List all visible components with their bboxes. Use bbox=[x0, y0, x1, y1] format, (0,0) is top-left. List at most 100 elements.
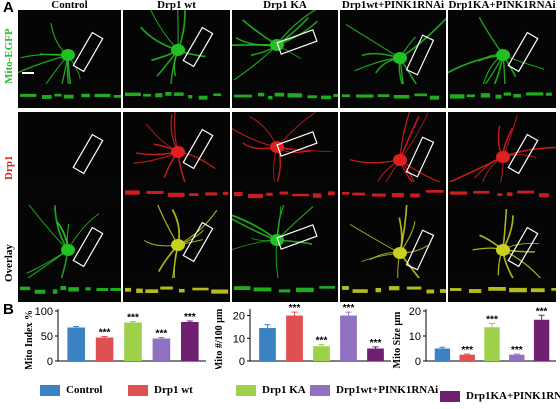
legend-swatch bbox=[236, 384, 256, 396]
significance-label: *** bbox=[316, 336, 328, 347]
dendrite-strip bbox=[123, 84, 230, 108]
micrograph-cell bbox=[123, 112, 230, 182]
y-tick-label: 0 bbox=[239, 356, 245, 368]
error-bar bbox=[439, 346, 446, 349]
legend-label: Drp1 wt bbox=[154, 384, 193, 396]
error-bar bbox=[130, 321, 136, 323]
micrograph-cell bbox=[340, 10, 446, 84]
bar bbox=[434, 348, 451, 361]
micrograph-cell bbox=[123, 205, 230, 278]
legend-label: Drp1KA+PINK1RNAi bbox=[466, 390, 560, 402]
error-bar bbox=[158, 337, 165, 339]
micrograph-cell bbox=[232, 112, 338, 182]
significance-label: *** bbox=[289, 303, 301, 314]
legend-swatch bbox=[40, 384, 60, 396]
dendrite-strip bbox=[448, 182, 556, 206]
legend-entry: Drp1wt+PINK1RNAi bbox=[310, 384, 438, 396]
micrograph-cell bbox=[123, 10, 230, 84]
bar bbox=[459, 354, 475, 361]
error-bar bbox=[513, 353, 520, 355]
dendrite-strip bbox=[340, 182, 446, 206]
dendrite-strip bbox=[18, 84, 121, 108]
error-bar bbox=[538, 314, 545, 320]
significance-label: *** bbox=[184, 312, 196, 323]
bar bbox=[259, 328, 276, 361]
error-bar bbox=[101, 336, 108, 338]
micrograph-cell bbox=[18, 10, 121, 84]
y-axis-label: Mito Size μm bbox=[392, 311, 403, 368]
y-tick-label: 100 bbox=[35, 306, 53, 318]
bar bbox=[533, 319, 550, 361]
bar-chart: Mito Size μm 0 10 20 *** *** *** *** bbox=[392, 306, 556, 368]
significance-label: *** bbox=[486, 315, 498, 326]
error-bar bbox=[372, 346, 379, 349]
bar bbox=[340, 315, 357, 361]
y-axis-label: Mito #/100 μm bbox=[214, 308, 225, 369]
column-header: Drp1 KA bbox=[263, 0, 307, 11]
column-header: Drp1 wt bbox=[157, 0, 196, 11]
micrograph-cell bbox=[232, 205, 338, 278]
column-header: Control bbox=[51, 0, 88, 11]
y-tick-label: 0 bbox=[415, 356, 421, 368]
column-header: Drp1KA+PINK1RNAi bbox=[448, 0, 556, 11]
significance-label: *** bbox=[461, 345, 473, 356]
legend-entry: Drp1KA+PINK1RNAi bbox=[440, 390, 560, 402]
scale-bar bbox=[22, 72, 34, 74]
significance-label: *** bbox=[156, 329, 168, 340]
legend-label: Drp1 KA bbox=[262, 384, 306, 396]
dendrite-strip bbox=[18, 182, 121, 206]
panel-b-label: B bbox=[3, 301, 14, 318]
micrograph-cell bbox=[448, 205, 556, 278]
bar bbox=[95, 337, 114, 361]
error-bar bbox=[264, 324, 271, 329]
bar bbox=[152, 338, 171, 361]
micrograph-cell bbox=[18, 112, 121, 182]
panel-a-label: A bbox=[3, 0, 14, 16]
micrograph-cell bbox=[448, 112, 556, 182]
significance-label: *** bbox=[127, 313, 139, 324]
bar bbox=[124, 322, 142, 361]
dendrite-strip bbox=[232, 84, 338, 108]
error-bar bbox=[186, 320, 193, 322]
bar bbox=[67, 327, 86, 361]
bar-chart: Mito #/100 μm 0 10 20 *** *** *** *** bbox=[214, 303, 391, 369]
bar bbox=[180, 322, 199, 361]
error-bar bbox=[345, 311, 352, 316]
y-tick-label: 0 bbox=[47, 356, 53, 368]
y-tick-label: 20 bbox=[233, 311, 245, 323]
legend-label: Drp1wt+PINK1RNAi bbox=[336, 384, 439, 396]
dendrite-strip bbox=[232, 278, 338, 302]
dendrite-strip bbox=[232, 182, 338, 206]
row-label: Overlay bbox=[3, 244, 15, 282]
error-bar bbox=[489, 323, 495, 328]
significance-label: *** bbox=[370, 338, 382, 349]
dendrite-strip bbox=[340, 278, 446, 302]
micrograph-cell bbox=[232, 10, 338, 84]
legend-entry: Drp1 KA bbox=[236, 384, 306, 396]
y-tick-label: 20 bbox=[409, 306, 421, 318]
error-bar bbox=[73, 326, 80, 328]
y-tick-label: 10 bbox=[409, 331, 421, 343]
bar bbox=[484, 327, 500, 361]
legend-label: Control bbox=[66, 384, 103, 396]
micrograph-cell bbox=[340, 205, 446, 278]
significance-label: *** bbox=[343, 303, 355, 314]
legend-swatch bbox=[128, 384, 148, 396]
error-bar bbox=[464, 353, 471, 355]
legend-entry: Drp1 wt bbox=[128, 384, 193, 396]
dendrite-strip bbox=[123, 182, 230, 206]
legend-swatch bbox=[310, 384, 330, 396]
micrograph-cell bbox=[18, 205, 121, 278]
error-bar bbox=[318, 344, 325, 347]
bar bbox=[509, 354, 525, 361]
dendrite-strip bbox=[340, 84, 446, 108]
y-tick-label: 50 bbox=[41, 331, 53, 343]
error-bar bbox=[291, 311, 298, 316]
significance-label: *** bbox=[99, 328, 111, 339]
bar-chart: Mito Index % 0 50 100 *** *** *** *** bbox=[24, 306, 206, 369]
y-axis-label: Mito Index % bbox=[24, 310, 35, 369]
significance-label: *** bbox=[536, 306, 548, 317]
bar bbox=[286, 315, 303, 361]
legend-swatch bbox=[440, 390, 460, 402]
column-header: Drp1wt+PINK1RNAi bbox=[341, 0, 445, 11]
